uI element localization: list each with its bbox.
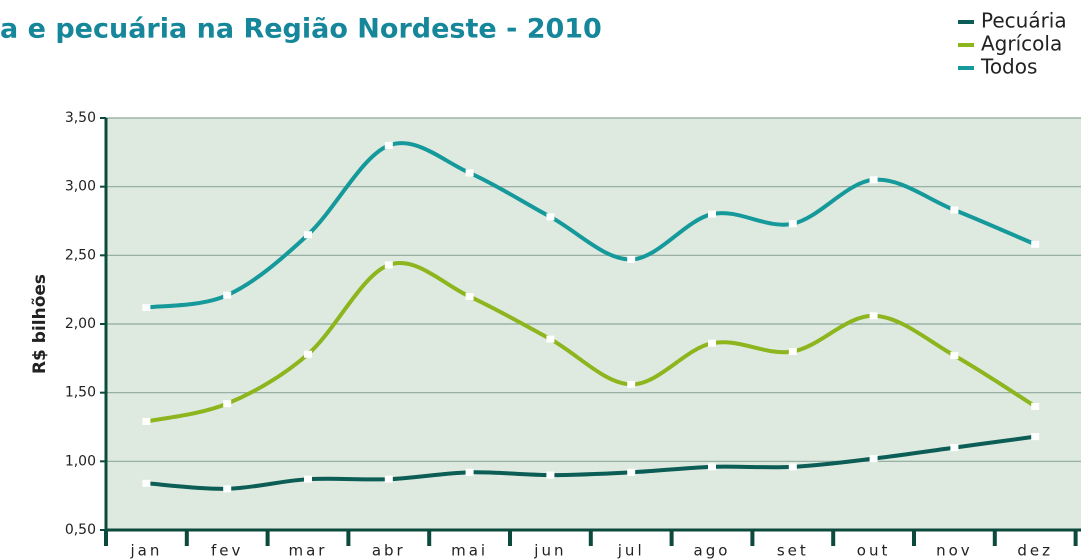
- point-marker: [223, 291, 232, 299]
- point-marker: [1031, 240, 1040, 248]
- point-marker: [546, 471, 555, 479]
- x-tick-label: jan: [129, 542, 162, 559]
- point-marker: [869, 455, 878, 463]
- point-marker: [869, 176, 878, 184]
- point-marker: [627, 380, 636, 388]
- legend-label: Pecuária: [981, 9, 1067, 33]
- y-tick-label: 1,50: [65, 385, 96, 401]
- point-marker: [950, 206, 959, 214]
- x-tick-label: dez: [1017, 542, 1053, 559]
- series-line: [146, 434, 1036, 491]
- x-tick-label: abr: [372, 542, 406, 559]
- x-tick-label: fev: [211, 542, 243, 559]
- y-tick-label: 3,50: [65, 110, 96, 126]
- y-tick-label: 3,00: [65, 179, 96, 195]
- x-tick-label: jul: [617, 542, 645, 559]
- legend-label: Todos: [980, 55, 1037, 79]
- y-tick-label: 2,50: [65, 247, 96, 263]
- x-tick-label: out: [857, 542, 891, 559]
- point-marker: [304, 350, 312, 358]
- x-tick-label: nov: [936, 542, 973, 559]
- y-axis-label: R$ bilhões: [30, 274, 50, 374]
- point-marker: [546, 335, 555, 343]
- x-tick-label: mai: [451, 542, 488, 559]
- point-marker: [1031, 433, 1040, 441]
- point-marker: [384, 475, 393, 483]
- point-marker: [708, 210, 716, 218]
- y-tick-label: 2,00: [65, 316, 96, 332]
- y-tick-label: 1,00: [65, 453, 96, 469]
- series-line: [145, 261, 1037, 424]
- point-marker: [223, 485, 232, 493]
- point-marker: [950, 444, 959, 452]
- point-marker: [142, 418, 151, 426]
- point-marker: [546, 213, 555, 221]
- point-marker: [708, 463, 716, 471]
- point-marker: [223, 400, 232, 408]
- point-marker: [869, 312, 878, 320]
- chart-title: a e pecuária na Região Nordeste - 2010: [0, 14, 602, 45]
- point-marker: [142, 479, 151, 487]
- point-marker: [384, 141, 393, 149]
- point-marker: [788, 463, 797, 471]
- point-marker: [465, 169, 474, 177]
- point-marker: [708, 339, 716, 347]
- x-tick-label: jun: [533, 542, 566, 559]
- point-marker: [465, 293, 474, 301]
- point-marker: [465, 468, 474, 476]
- point-marker: [142, 304, 151, 312]
- x-tick-label: set: [777, 542, 809, 559]
- point-marker: [627, 468, 636, 476]
- point-marker: [788, 220, 797, 228]
- y-tick-label: 0,50: [65, 522, 96, 538]
- point-marker: [627, 255, 636, 263]
- point-marker: [950, 352, 959, 360]
- point-marker: [304, 475, 312, 483]
- legend-label: Agrícola: [981, 32, 1062, 56]
- point-marker: [304, 231, 312, 239]
- x-tick-label: ago: [694, 542, 731, 559]
- point-marker: [788, 347, 797, 355]
- point-marker: [1031, 402, 1040, 410]
- point-marker: [384, 261, 393, 269]
- x-tick-label: mar: [289, 542, 328, 559]
